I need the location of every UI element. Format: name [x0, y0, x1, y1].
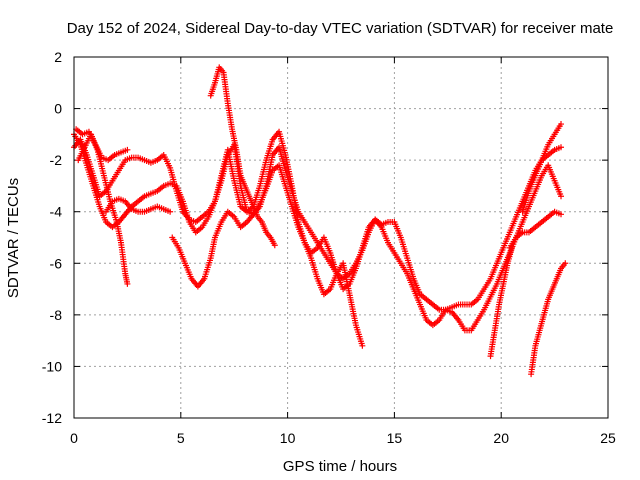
x-axis-label: GPS time / hours: [283, 458, 397, 475]
series-track-1: [71, 136, 565, 313]
series-track-4: [207, 64, 278, 249]
y-tick-label: -12: [42, 410, 62, 426]
data-point: [558, 144, 565, 151]
data-point: [558, 121, 565, 128]
grid-layer: [74, 57, 608, 418]
y-tick-label: 0: [54, 101, 62, 117]
data-point: [558, 193, 565, 200]
y-tick-label: -2: [50, 152, 63, 168]
data-point: [271, 242, 278, 249]
data-point: [508, 244, 515, 251]
data-point: [558, 211, 565, 218]
data-point: [562, 260, 569, 267]
data-point: [359, 342, 366, 349]
x-tick-label: 10: [280, 430, 296, 446]
x-tick-label: 15: [387, 430, 403, 446]
series-track-7: [73, 121, 565, 215]
x-tick-label: 5: [177, 430, 185, 446]
y-tick-label: -10: [42, 358, 62, 374]
data-point: [167, 208, 174, 215]
data-point: [124, 280, 131, 287]
y-tick-label: -6: [50, 255, 63, 271]
x-tick-label: 0: [70, 430, 78, 446]
chart-title: Day 152 of 2024, Sidereal Day-to-day VTE…: [67, 20, 614, 37]
data-point: [124, 146, 131, 153]
series-track-5: [103, 195, 565, 251]
y-tick-label: -8: [50, 307, 63, 323]
x-tick-label: 25: [600, 430, 616, 446]
series-track-3: [75, 131, 366, 349]
data-points-layer: [71, 64, 569, 378]
series-track-6: [487, 244, 569, 378]
plot-frame: [73, 56, 609, 419]
y-tick-label: -4: [50, 204, 63, 220]
y-tick-label: 2: [54, 49, 62, 65]
x-tick-label: 20: [493, 430, 509, 446]
y-axis-label: SDTVAR / TECUs: [5, 178, 22, 298]
